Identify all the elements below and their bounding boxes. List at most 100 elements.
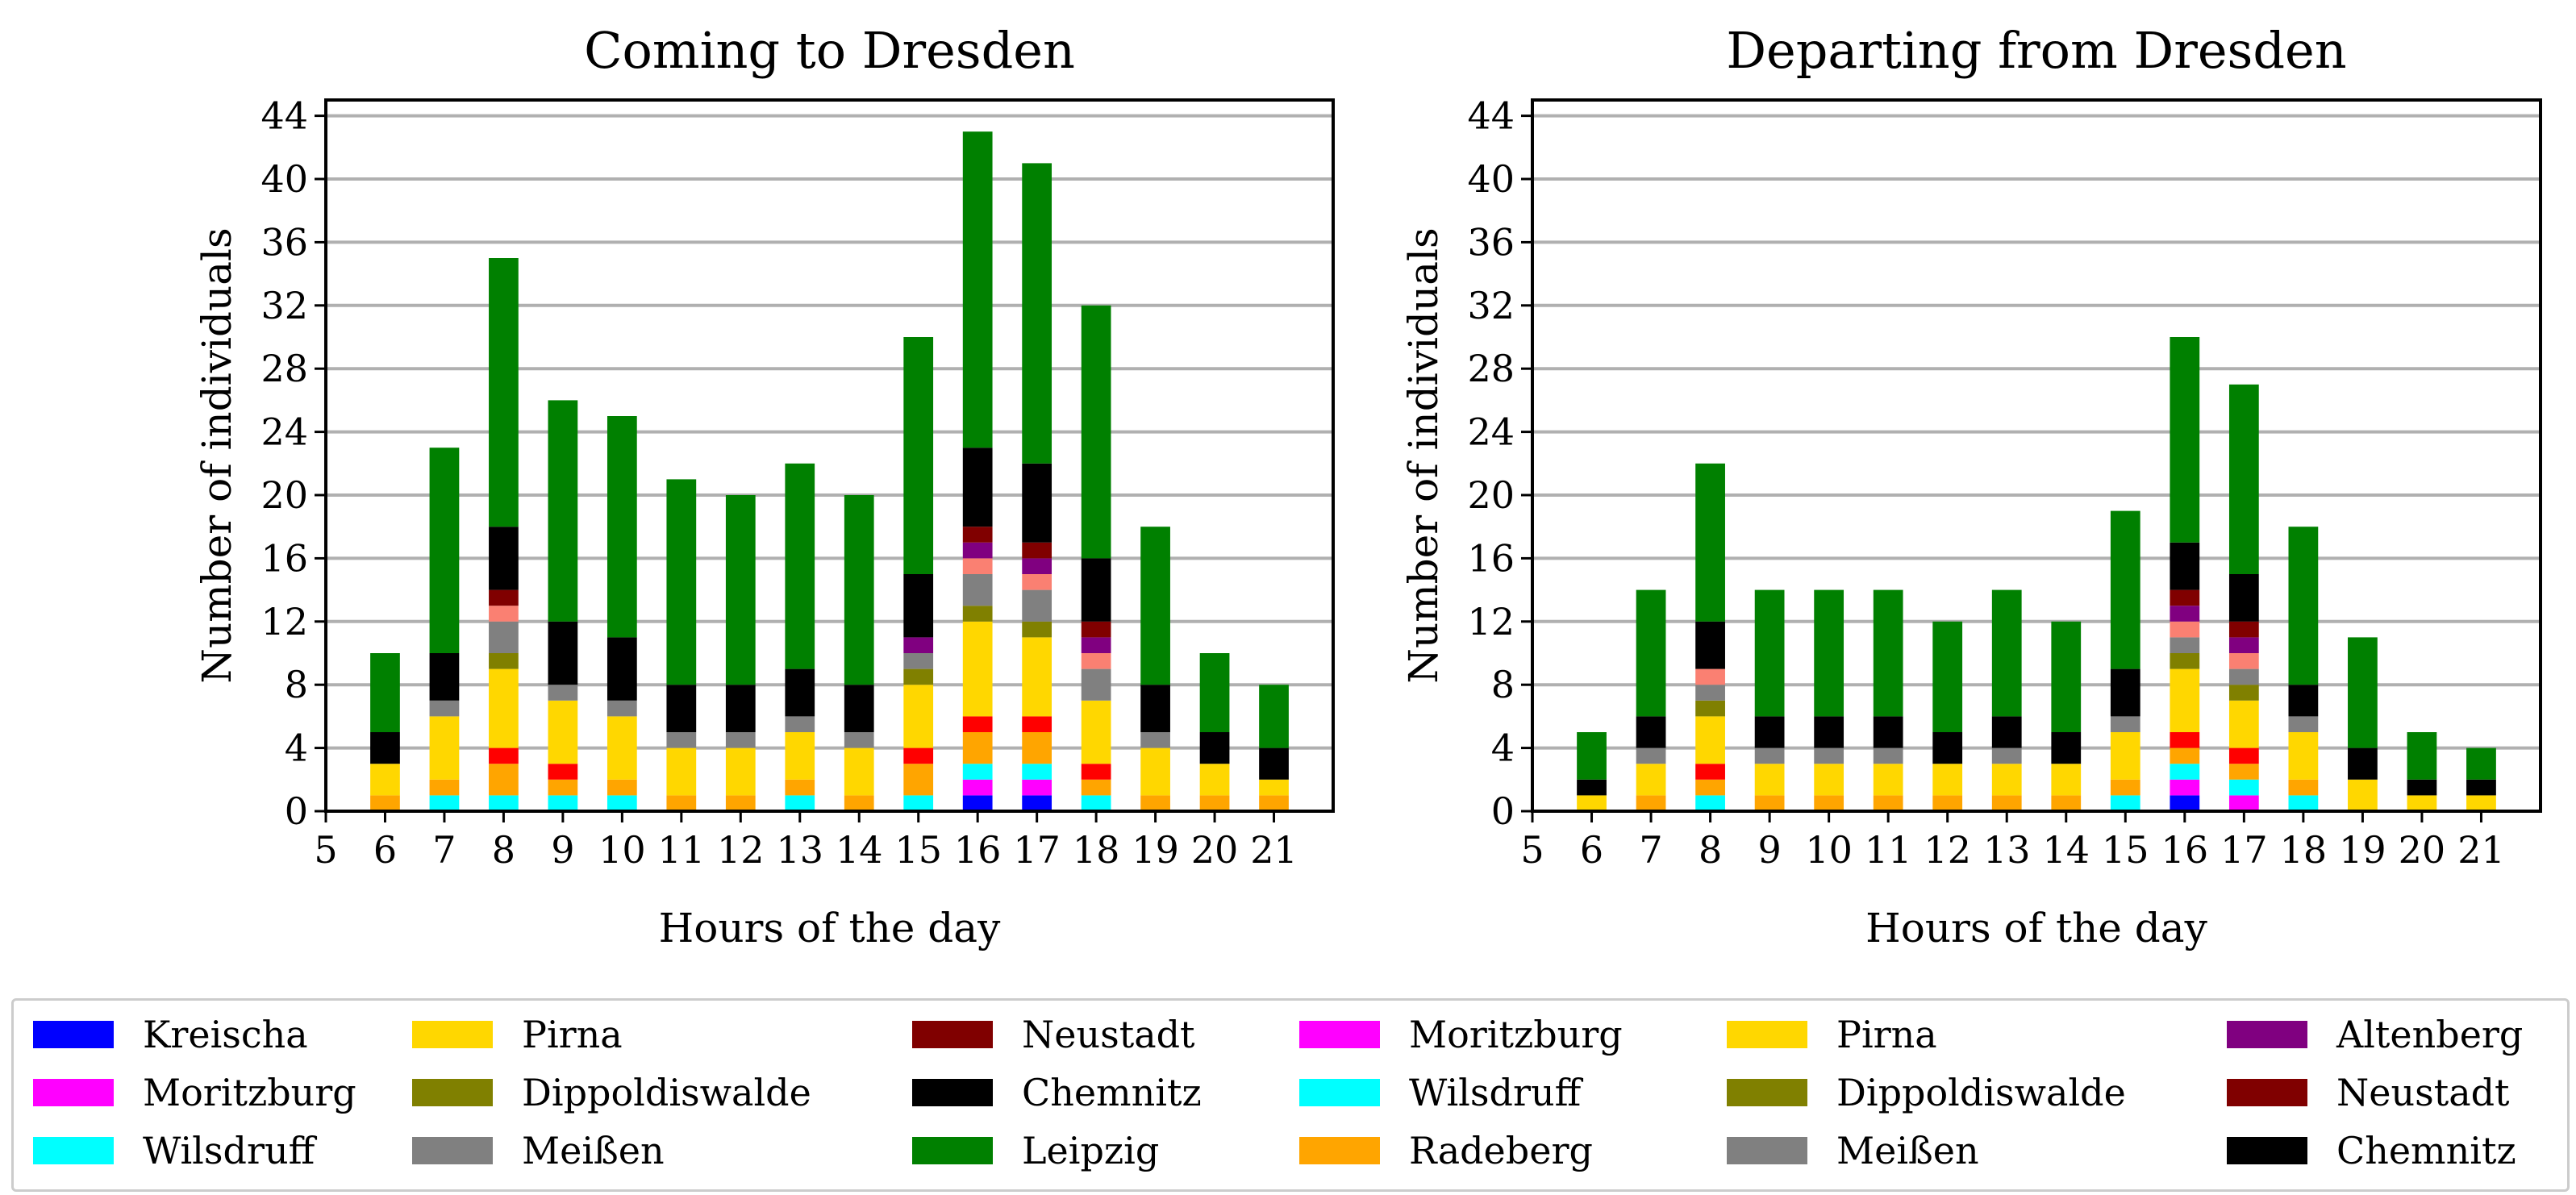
bar-chemnitz-14 xyxy=(844,685,874,732)
bar-dresden-8 xyxy=(489,747,519,764)
bar-radeberg-12 xyxy=(725,795,756,811)
bar-leipzig-7 xyxy=(1636,589,1666,717)
bar-wilsdruff-16 xyxy=(2170,764,2200,780)
bar-meißen-11 xyxy=(1873,747,1903,764)
y-tick-label: 32 xyxy=(261,284,308,327)
bar-radeberg-18 xyxy=(2288,779,2319,796)
bar-radeberg-15 xyxy=(903,764,934,796)
y-tick-label: 32 xyxy=(1467,284,1515,327)
bar-dippoldiswalde-17 xyxy=(2228,685,2259,701)
legend-label: Wilsdruff xyxy=(143,1129,315,1172)
bar-freital-8 xyxy=(489,606,519,622)
bar-pirna-15 xyxy=(903,685,934,748)
legend-item-kreischa: Kreischa xyxy=(33,1010,308,1059)
bar-moritzburg-16 xyxy=(2170,779,2200,796)
bar-meißen-16 xyxy=(962,574,993,606)
bar-radeberg-10 xyxy=(606,779,637,796)
bar-chemnitz-13 xyxy=(1991,716,2022,748)
bar-meißen-18 xyxy=(2288,716,2319,732)
plot-frame xyxy=(1531,98,2542,813)
bar-chemnitz-20 xyxy=(2407,779,2437,796)
x-tick-label: 15 xyxy=(2102,828,2149,872)
bar-chemnitz-16 xyxy=(2170,542,2200,590)
bar-altenberg-15 xyxy=(903,637,934,653)
bar-leipzig-15 xyxy=(2110,510,2140,669)
bar-leipzig-13 xyxy=(1991,589,2022,717)
bar-radeberg-9 xyxy=(1754,795,1785,811)
bar-leipzig-21 xyxy=(2466,747,2496,780)
x-tick-label: 21 xyxy=(2457,828,2505,872)
bar-pirna-19 xyxy=(1140,747,1170,796)
x-tick-label: 5 xyxy=(1520,828,1544,872)
x-tick-label: 16 xyxy=(2161,828,2209,872)
bar-radeberg-18 xyxy=(1081,779,1111,796)
bar-freital-17 xyxy=(2228,653,2259,669)
bar-meißen-10 xyxy=(1814,747,1844,764)
bar-dippoldiswalde-8 xyxy=(1695,700,1725,717)
legend-item-pirna: Pirna xyxy=(1727,1010,1937,1059)
legend-swatch xyxy=(1299,1137,1380,1164)
legend-item-chemnitz: Chemnitz xyxy=(2227,1126,2516,1175)
legend-swatch xyxy=(33,1021,114,1048)
bar-pirna-21 xyxy=(2466,795,2496,811)
y-tick-label: 28 xyxy=(1467,347,1515,390)
bar-radeberg-15 xyxy=(2110,779,2140,796)
bar-leipzig-11 xyxy=(1873,589,1903,717)
bar-chemnitz-6 xyxy=(1577,779,1607,796)
bar-altenberg-18 xyxy=(1081,637,1111,653)
legend-item-neustadt: Neustadt xyxy=(2227,1068,2510,1117)
bar-leipzig-9 xyxy=(548,400,578,622)
bar-freital-16 xyxy=(2170,621,2200,638)
x-tick-label: 13 xyxy=(776,828,823,872)
legend-label: Radeberg xyxy=(1409,1129,1593,1172)
bar-chemnitz-17 xyxy=(2228,574,2259,622)
bar-leipzig-20 xyxy=(1199,653,1230,732)
x-tick-label: 19 xyxy=(2339,828,2386,872)
bar-radeberg-13 xyxy=(1991,795,2022,811)
bar-neustadt-16 xyxy=(962,527,993,543)
y-tick-label: 16 xyxy=(261,536,308,580)
bar-chemnitz-13 xyxy=(785,668,815,717)
bar-wilsdruff-15 xyxy=(903,795,934,811)
bar-chemnitz-9 xyxy=(1754,716,1785,748)
bar-chemnitz-10 xyxy=(1814,716,1844,748)
x-tick-label: 11 xyxy=(1865,828,1912,872)
legend-swatch xyxy=(2227,1021,2307,1048)
bar-leipzig-15 xyxy=(903,337,934,574)
bar-radeberg-14 xyxy=(2051,795,2082,811)
bar-chemnitz-7 xyxy=(1636,716,1666,748)
x-tick-label: 12 xyxy=(717,828,765,872)
bar-dresden-9 xyxy=(548,764,578,780)
legend-swatch xyxy=(2227,1079,2307,1106)
bar-wilsdruff-17 xyxy=(1022,764,1052,780)
bar-altenberg-17 xyxy=(1022,558,1052,574)
bar-wilsdruff-17 xyxy=(2228,779,2259,796)
bar-freital-17 xyxy=(1022,574,1052,590)
bar-wilsdruff-8 xyxy=(489,795,519,811)
bar-radeberg-17 xyxy=(1022,732,1052,764)
legend-label: Leipzig xyxy=(1022,1129,1160,1172)
bar-meißen-7 xyxy=(1636,747,1666,764)
legend-swatch xyxy=(412,1137,493,1164)
legend-item-pirna: Pirna xyxy=(412,1010,623,1059)
bar-leipzig-16 xyxy=(962,131,993,448)
legend-label: Moritzburg xyxy=(143,1071,356,1114)
plot-frame xyxy=(324,98,1335,813)
bar-pirna-18 xyxy=(1081,700,1111,764)
bar-radeberg-7 xyxy=(1636,795,1666,811)
bar-meißen-11 xyxy=(666,732,697,748)
bar-pirna-13 xyxy=(785,732,815,780)
y-tick-label: 24 xyxy=(261,410,308,454)
bar-meißen-15 xyxy=(2110,716,2140,732)
x-tick-label: 21 xyxy=(1250,828,1298,872)
bar-dippoldiswalde-8 xyxy=(489,653,519,669)
bar-chemnitz-14 xyxy=(2051,732,2082,764)
bar-pirna-12 xyxy=(1932,764,1963,796)
legend-item-leipzig: Leipzig xyxy=(912,1126,1159,1175)
bar-wilsdruff-13 xyxy=(785,795,815,811)
bar-dresden-16 xyxy=(962,716,993,732)
bar-freital-8 xyxy=(1695,668,1725,685)
bar-radeberg-13 xyxy=(785,779,815,796)
bar-dresden-18 xyxy=(1081,764,1111,780)
